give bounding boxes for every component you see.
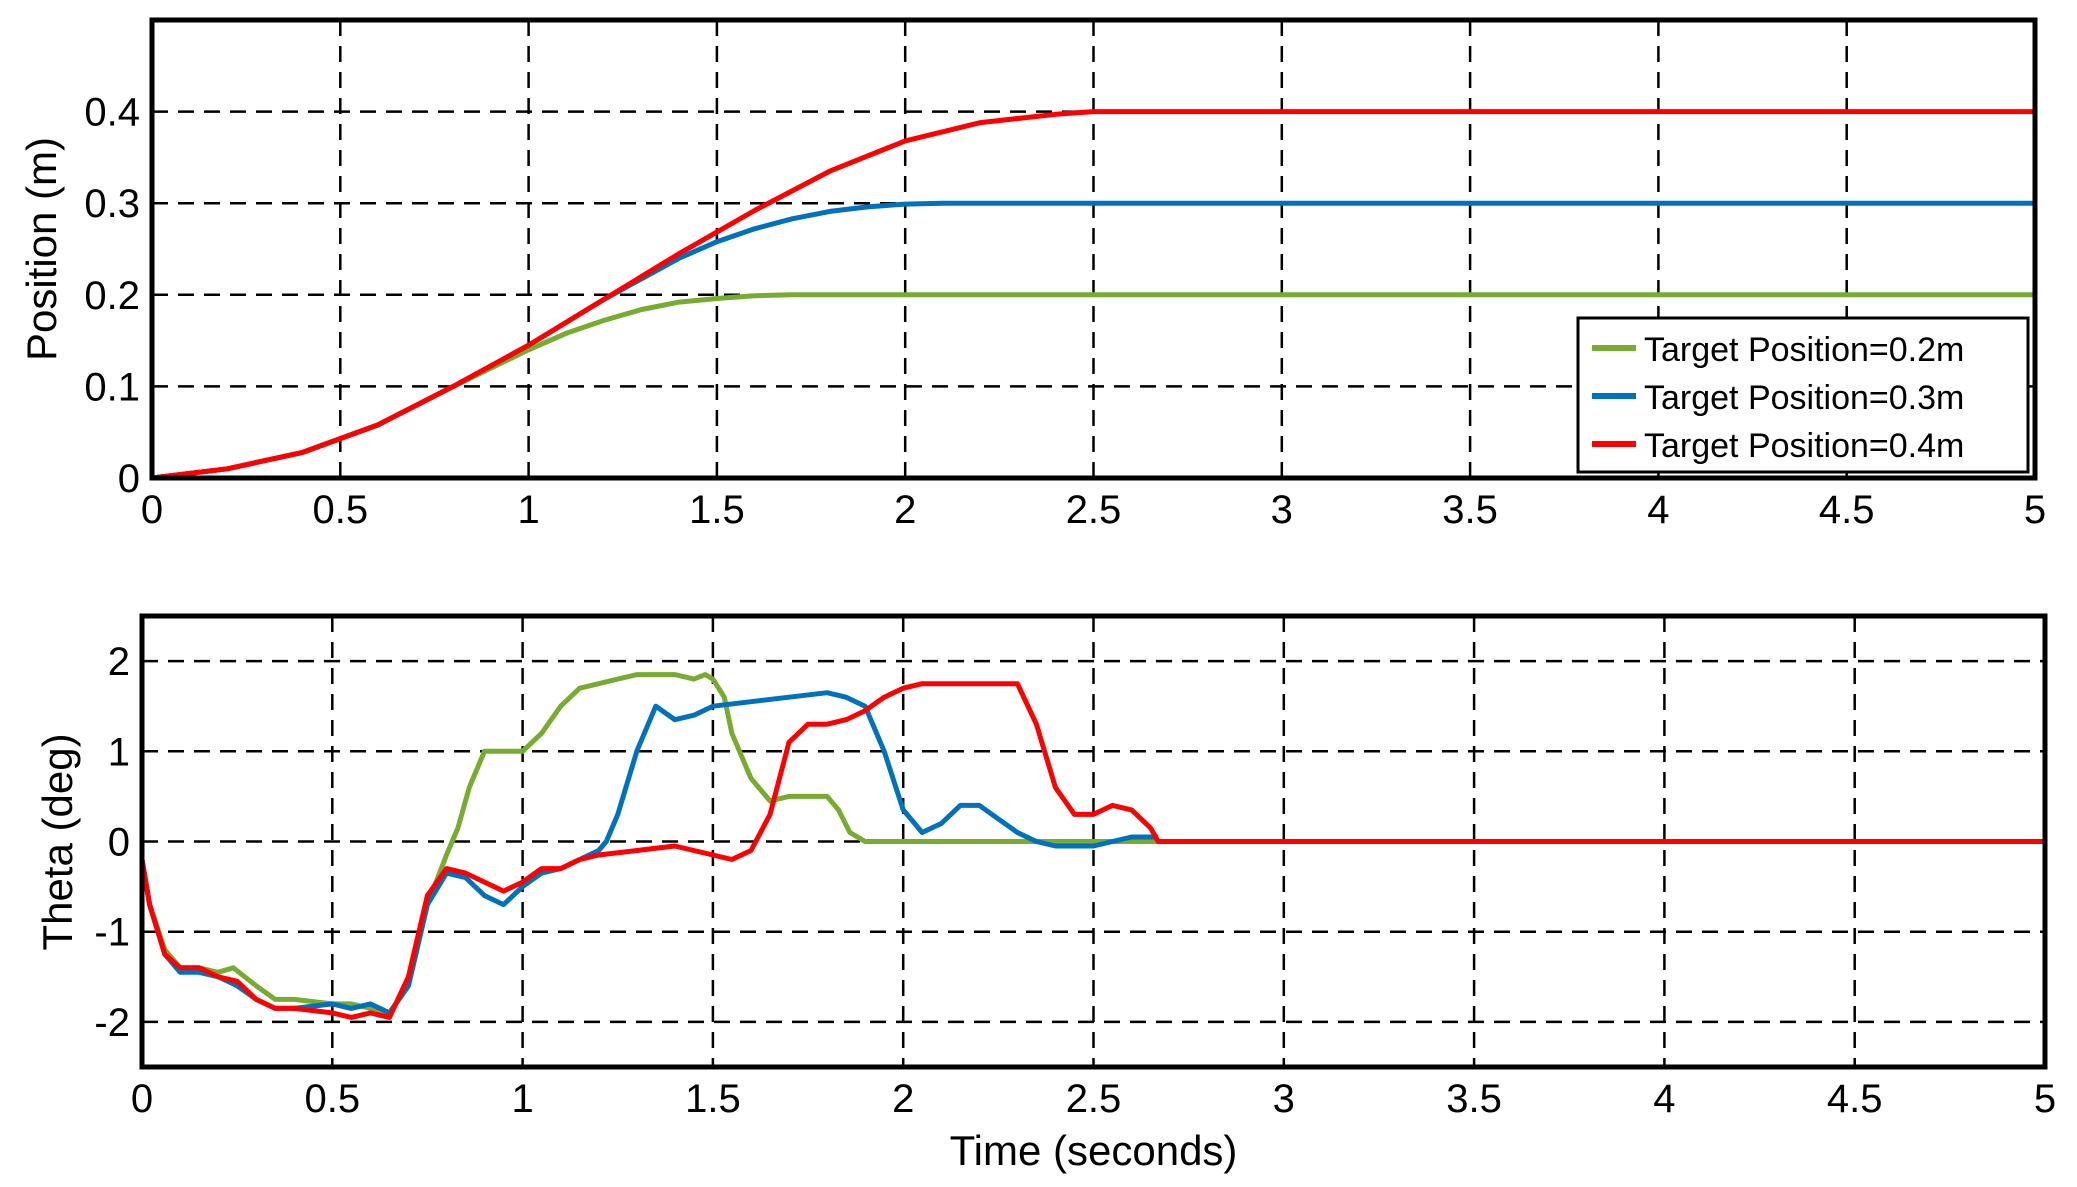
series-line-3 (151, 109, 2035, 481)
x-tick-label: 2.5 (1066, 1077, 1122, 1121)
legend-entry-label: Target Position=0.2m (1644, 331, 1964, 369)
y-tick-label: 0.3 (84, 182, 140, 226)
x-tick-label: 1.5 (685, 1077, 741, 1121)
series-line-1 (139, 672, 1159, 1016)
x-tick-label: 2.5 (1066, 488, 1122, 532)
x-tick-label: 0 (131, 1077, 153, 1121)
theta-axes-frame (139, 613, 2048, 1070)
series-line-3 (139, 681, 2045, 1020)
x-tick-label: 1 (517, 488, 539, 532)
x-tick-label: 3 (1273, 1077, 1295, 1121)
x-tick-label: 4.5 (1827, 1077, 1883, 1121)
y-tick-label: 1 (108, 730, 130, 774)
x-tick-label: 4.5 (1819, 488, 1875, 532)
y-tick-label: 2 (108, 640, 130, 684)
legend-entry-label: Target Position=0.4m (1644, 427, 1964, 465)
x-tick-label: 4 (1647, 488, 1669, 532)
y-tick-label: 0.2 (84, 274, 140, 318)
y-tick-label: 0 (118, 457, 140, 501)
x-tick-label: 3 (1271, 488, 1293, 532)
position-axes-frame (149, 17, 2038, 481)
x-tick-label: 2 (892, 1077, 914, 1121)
position-y-axis-label: Position (m) (18, 137, 65, 361)
x-tick-label: 5 (2034, 1077, 2056, 1121)
theta-tick-labels: 0 0.5 1 1.5 2 2.5 3 3.5 4 4.5 5 -2 -1 0 1 2 (94, 640, 2056, 1121)
theta-y-axis-label: Theta (deg) (34, 733, 81, 950)
x-tick-label: 0 (141, 488, 163, 532)
position-legend: Target Position=0.2m Target Position=0.3m… (1576, 316, 2030, 474)
theta-plot: 0 0.5 1 1.5 2 2.5 3 3.5 4 4.5 5 -2 -1 0 1 2 Theta (deg)… (34, 613, 2056, 1174)
position-tick-labels: 0 0.5 1 1.5 2 2.5 3 3.5 4 4.5 5 0 0.1 0.2 0.3 0.4 (84, 91, 2046, 532)
y-tick-label: 0.1 (84, 365, 140, 409)
position-series (151, 109, 2035, 481)
x-tick-label: 3.5 (1446, 1077, 1502, 1121)
y-tick-label: 0 (108, 821, 130, 865)
legend-box (1576, 316, 2030, 474)
x-tick-label: 0.5 (304, 1077, 360, 1121)
legend-entry-label: Target Position=0.3m (1644, 379, 1964, 417)
time-x-axis-label: Time (seconds) (950, 1127, 1238, 1174)
x-tick-label: 2 (894, 488, 916, 532)
y-tick-label: -2 (94, 1001, 130, 1045)
y-tick-label: 0.4 (84, 91, 140, 135)
x-tick-label: 3.5 (1442, 488, 1498, 532)
x-tick-label: 5 (2024, 488, 2046, 532)
x-tick-label: 1 (511, 1077, 533, 1121)
series-line-2 (139, 690, 1159, 1016)
y-tick-label: -1 (94, 911, 130, 955)
x-tick-label: 0.5 (312, 488, 368, 532)
theta-series (139, 672, 2045, 1020)
position-plot: 0 0.5 1 1.5 2 2.5 3 3.5 4 4.5 5 0 0.1 0.2 0.3 0.4 Posit… (18, 17, 2046, 532)
x-tick-label: 1.5 (689, 488, 745, 532)
x-tick-label: 4 (1653, 1077, 1675, 1121)
